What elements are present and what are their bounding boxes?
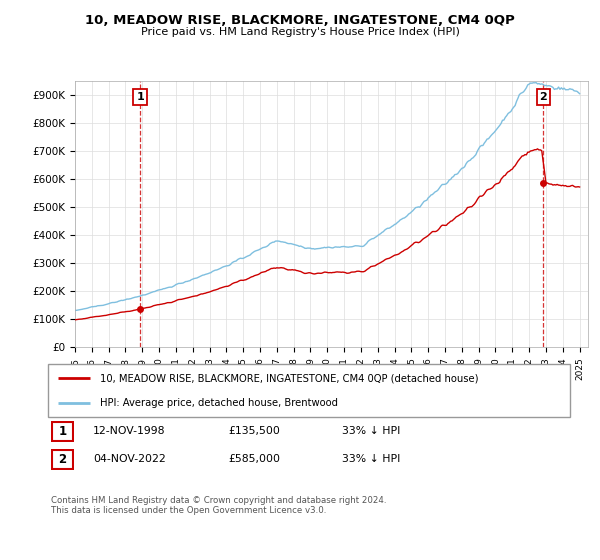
Text: 2: 2 (539, 92, 547, 102)
Text: £135,500: £135,500 (228, 426, 280, 436)
FancyBboxPatch shape (52, 422, 73, 441)
Text: £585,000: £585,000 (228, 454, 280, 464)
Text: 1: 1 (136, 92, 144, 102)
Text: 2: 2 (58, 453, 67, 466)
FancyBboxPatch shape (48, 364, 570, 417)
Text: 1: 1 (58, 425, 67, 438)
Text: Contains HM Land Registry data © Crown copyright and database right 2024.
This d: Contains HM Land Registry data © Crown c… (51, 496, 386, 515)
Text: 33% ↓ HPI: 33% ↓ HPI (342, 426, 400, 436)
FancyBboxPatch shape (52, 450, 73, 469)
Text: Price paid vs. HM Land Registry's House Price Index (HPI): Price paid vs. HM Land Registry's House … (140, 27, 460, 37)
Text: 12-NOV-1998: 12-NOV-1998 (93, 426, 166, 436)
Text: 04-NOV-2022: 04-NOV-2022 (93, 454, 166, 464)
Text: 10, MEADOW RISE, BLACKMORE, INGATESTONE, CM4 0QP: 10, MEADOW RISE, BLACKMORE, INGATESTONE,… (85, 14, 515, 27)
Text: 10, MEADOW RISE, BLACKMORE, INGATESTONE, CM4 0QP (detached house): 10, MEADOW RISE, BLACKMORE, INGATESTONE,… (100, 374, 479, 384)
Text: HPI: Average price, detached house, Brentwood: HPI: Average price, detached house, Bren… (100, 398, 338, 408)
Text: 33% ↓ HPI: 33% ↓ HPI (342, 454, 400, 464)
